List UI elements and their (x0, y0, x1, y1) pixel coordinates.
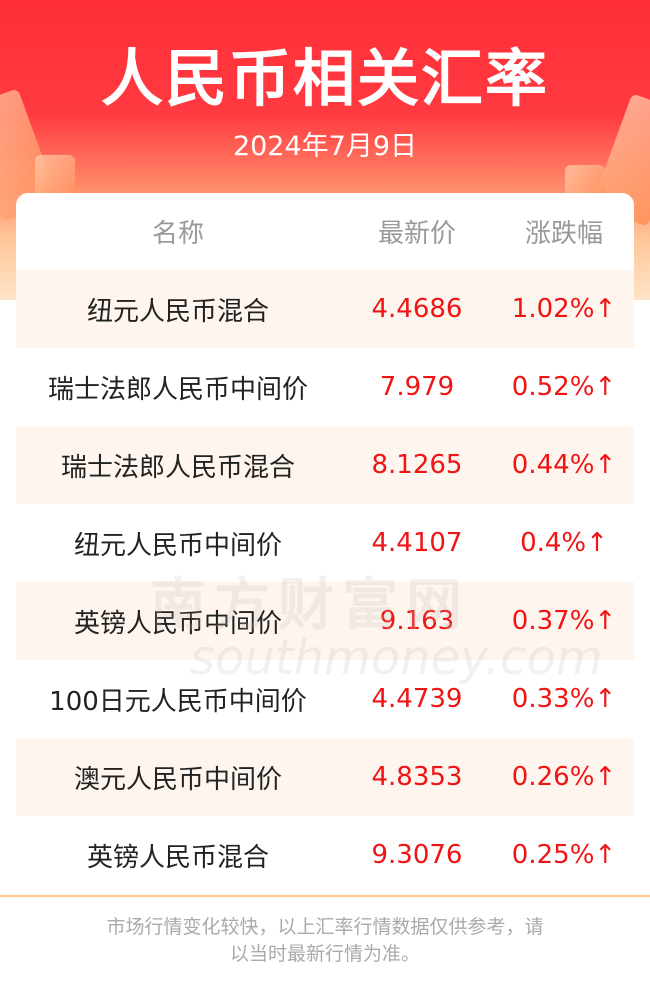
cell-price: 9.163 (379, 606, 455, 636)
cell-change: 0.26%↑ (511, 762, 617, 792)
disclaimer-line: 市场行情变化较快，以上汇率行情数据仅供参考，请 (106, 916, 544, 938)
table-header: 名称 最新价 涨跌幅 (16, 193, 634, 270)
cell-name: 英镑人民币中间价 (73, 608, 282, 639)
cell-name: 瑞士法郎人民币混合 (60, 452, 295, 483)
table-row: 瑞士法郎人民币混合 8.1265 0.44%↑ (16, 426, 634, 504)
rates-table: 名称 最新价 涨跌幅 纽元人民币混合 4.4686 1.02%↑ 瑞士法郎人民币中间价… (16, 193, 634, 898)
disclaimer-line: 以当时最新行情为准。 (229, 943, 420, 965)
column-header-price: 最新价 (377, 219, 456, 249)
page-title: 人民币相关汇率 (100, 42, 549, 115)
cell-price: 4.8353 (371, 762, 463, 792)
table-row: 纽元人民币中间价 4.4107 0.4%↑ (16, 504, 634, 582)
column-header-name: 名称 (151, 219, 204, 249)
cell-name: 澳元人民币中间价 (73, 764, 282, 795)
cell-name: 纽元人民币混合 (86, 296, 269, 327)
table-row: 瑞士法郎人民币中间价 7.979 0.52%↑ (16, 348, 634, 426)
cell-change: 0.52%↑ (511, 372, 617, 402)
cell-name: 瑞士法郎人民币中间价 (47, 374, 308, 405)
table-row: 英镑人民币混合 9.3076 0.25%↑ (16, 816, 634, 894)
cell-change: 0.25%↑ (511, 840, 617, 870)
cell-price: 4.4739 (371, 684, 463, 714)
cell-price: 9.3076 (371, 840, 463, 870)
disclaimer: 市场行情变化较快，以上汇率行情数据仅供参考，请 以当时最新行情为准。 (60, 914, 590, 968)
cell-change: 0.44%↑ (511, 450, 617, 480)
date-label: 2024年7月9日 (232, 131, 418, 162)
cell-price: 4.4107 (371, 528, 463, 558)
divider (0, 895, 650, 897)
cell-price: 4.4686 (371, 294, 463, 324)
cell-change: 1.02%↑ (511, 294, 617, 324)
table-row: 纽元人民币混合 4.4686 1.02%↑ (16, 270, 634, 348)
cell-change: 0.33%↑ (511, 684, 617, 714)
cell-name: 100日元人民币中间价 (49, 686, 307, 717)
table-row: 100日元人民币中间价 4.4739 0.33%↑ (16, 660, 634, 738)
column-header-change: 涨跌幅 (524, 219, 603, 249)
table-row: 澳元人民币中间价 4.8353 0.26%↑ (16, 738, 634, 816)
cell-change: 0.4%↑ (520, 528, 608, 558)
cell-name: 英镑人民币混合 (86, 842, 269, 873)
cell-name: 纽元人民币中间价 (73, 530, 282, 561)
table-row: 英镑人民币中间价 9.163 0.37%↑ (16, 582, 634, 660)
cell-change: 0.37%↑ (511, 606, 617, 636)
cell-price: 8.1265 (371, 450, 463, 480)
cell-price: 7.979 (379, 372, 455, 402)
